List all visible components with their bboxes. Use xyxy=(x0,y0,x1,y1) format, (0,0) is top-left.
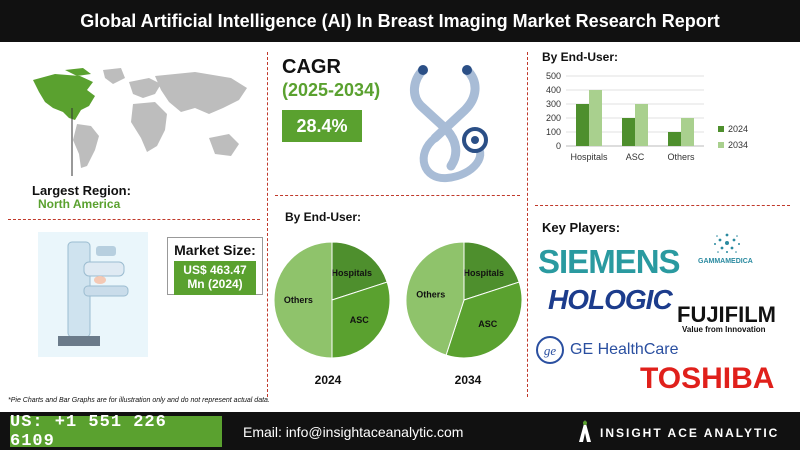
bar-chart: 0 100 200 300 400 500 Hospitals ASC Others 2024 20… xyxy=(546,71,748,162)
bar-y-tick-label: 500 xyxy=(546,71,561,81)
ge-healthcare-logo: GE HealthCare xyxy=(570,341,679,358)
bar-asc-2024 xyxy=(622,118,635,146)
bar-y-tick-label: 300 xyxy=(546,99,561,109)
svg-text:ge: ge xyxy=(544,343,557,358)
pie-2024-label-hospitals: Hospitals xyxy=(332,268,373,278)
bar-legend-swatch-2024 xyxy=(718,126,724,132)
bar-others-2024 xyxy=(668,132,681,146)
pie-2034-label-others: Others xyxy=(416,290,445,300)
divider-right xyxy=(527,52,528,397)
pie-2024-slice-hospitals xyxy=(331,241,388,301)
market-size-line1: US$ 463.47 xyxy=(183,263,247,277)
bar-category-label: Others xyxy=(667,152,695,162)
divider-left xyxy=(267,52,268,397)
pie-2024-slice-others xyxy=(273,241,333,359)
world-map-icon xyxy=(33,68,247,176)
region-label: Largest Region: xyxy=(32,183,131,198)
market-size-label: Market Size: xyxy=(174,242,256,258)
pie-2034-label-asc: ASC xyxy=(478,319,498,329)
bar-others-2034 xyxy=(681,118,694,146)
pie-2024-label-asc: ASC xyxy=(350,315,370,325)
bar-category-label: ASC xyxy=(626,152,645,162)
gammamedica-logo: GAMMAMEDICA xyxy=(698,258,753,265)
bar-section-heading: By End-User: xyxy=(542,50,619,64)
pie-2034-slice-hospitals xyxy=(463,241,520,301)
divider-right-horizontal xyxy=(535,205,790,206)
pie-2034-slice-others xyxy=(405,241,465,356)
email-link[interactable]: Email: info@insightaceanalytic.com xyxy=(243,424,464,440)
brand-logo-icon xyxy=(579,420,591,442)
bar-y-tick-label: 100 xyxy=(546,127,561,137)
cagr-years: (2025-2034) xyxy=(282,80,381,100)
bar-asc-2034 xyxy=(635,104,648,146)
key-players-heading: Key Players: xyxy=(542,220,621,235)
pie-2024-year: 2024 xyxy=(314,373,342,387)
hologic-logo: HOLOGIC xyxy=(548,284,673,315)
stethoscope-icon xyxy=(410,65,488,183)
bar-y-tick-label: 0 xyxy=(556,141,561,151)
bar-hospitals-2024 xyxy=(576,104,589,146)
footnote: *Pie Charts and Bar Graphs are for illus… xyxy=(8,397,270,404)
toshiba-logo: TOSHIBA xyxy=(640,362,775,395)
pie-2034-slice-asc xyxy=(445,281,523,359)
divider-center-horizontal xyxy=(275,195,520,196)
ge-monogram-icon: ge xyxy=(536,336,564,364)
bar-legend-swatch-2034 xyxy=(718,142,724,148)
siemens-logo: SIEMENS xyxy=(538,243,681,280)
cagr-title: CAGR xyxy=(282,56,341,78)
pie-2024-label-others: Others xyxy=(284,295,313,305)
bar-legend-label-2024: 2024 xyxy=(728,124,748,134)
pie-charts: Hospitals ASC Others Hospitals ASC Others xyxy=(273,241,523,359)
phone-number[interactable]: US: +1 551 226 6109 xyxy=(10,413,222,451)
mammography-machine-icon xyxy=(38,232,148,357)
pie-section-heading: By End-User: xyxy=(285,210,362,224)
bar-y-tick-label: 200 xyxy=(546,113,561,123)
gammamedica-logo-icon xyxy=(714,233,740,253)
bar-hospitals-2034 xyxy=(589,90,602,146)
bar-category-label: Hospitals xyxy=(570,152,608,162)
market-size-value: US$ 463.47 Mn (2024) xyxy=(174,261,256,295)
bar-y-tick-label: 400 xyxy=(546,85,561,95)
market-size-card: Market Size: US$ 463.47 Mn (2024) xyxy=(167,237,263,295)
divider-left-horizontal xyxy=(8,219,260,220)
page-title: Global Artificial Intelligence (AI) In B… xyxy=(0,0,800,42)
brand-name: INSIGHT ACE ANALYTIC xyxy=(600,426,780,440)
pie-2024-slice-asc xyxy=(331,281,391,359)
region-value: North America xyxy=(38,197,121,211)
bar-legend-label-2034: 2034 xyxy=(728,140,748,150)
cagr-value: 28.4% xyxy=(282,110,362,142)
pie-2034-label-hospitals: Hospitals xyxy=(464,268,505,278)
pie-2034-year: 2034 xyxy=(454,373,482,387)
fujifilm-logo: FUJIFILM xyxy=(677,302,776,327)
market-size-line2: Mn (2024) xyxy=(187,277,243,291)
fujifilm-tagline: Value from Innovation xyxy=(682,325,766,334)
